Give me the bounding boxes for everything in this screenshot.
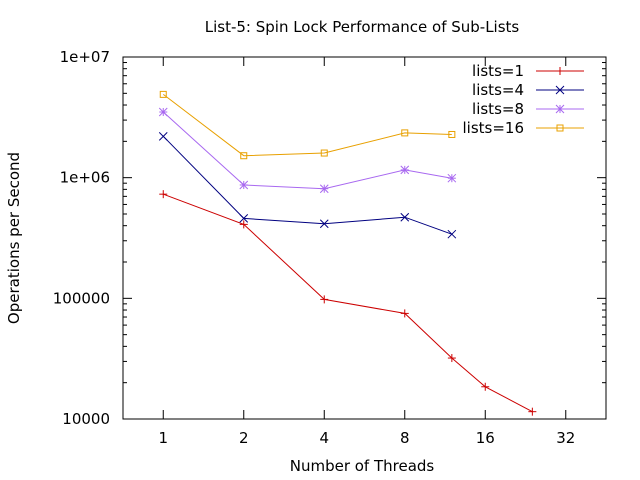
data-point: [400, 212, 410, 222]
y-tick-label: 1e+07: [60, 48, 110, 66]
data-point: [447, 354, 456, 363]
legend-label: lists=16: [462, 119, 524, 137]
data-point: [400, 165, 410, 175]
data-point: [319, 219, 329, 229]
y-tick-label: 1e+06: [60, 169, 110, 187]
data-point: [401, 129, 409, 137]
data-point: [240, 152, 248, 160]
series-lists-16: [159, 90, 456, 160]
data-point: [481, 382, 490, 391]
x-tick-label: 4: [319, 429, 329, 447]
data-point: [400, 309, 409, 318]
data-point: [555, 85, 565, 95]
data-point: [447, 229, 457, 239]
data-point: [556, 124, 564, 132]
series-lists-8: [158, 107, 457, 194]
x-tick-label: 1: [158, 429, 168, 447]
series-line: [163, 193, 533, 413]
data-point: [239, 180, 249, 190]
x-tick-label: 2: [239, 429, 249, 447]
data-point: [320, 149, 328, 157]
series-layer: [158, 90, 537, 416]
x-axis: 1 2 4 8 16 32: [158, 57, 575, 447]
data-point: [555, 104, 565, 114]
x-tick-label: 8: [400, 429, 410, 447]
x-tick-label: 16: [476, 429, 495, 447]
data-point: [159, 190, 168, 199]
data-point: [448, 130, 456, 138]
data-point: [158, 131, 168, 141]
data-point: [239, 214, 249, 223]
y-tick-label: 100000: [53, 289, 110, 307]
legend-label: lists=1: [472, 62, 524, 80]
series-line: [162, 94, 452, 157]
x-tick-label: 32: [556, 429, 575, 447]
data-point: [556, 67, 564, 75]
legend-label: lists=4: [472, 81, 524, 99]
data-point: [239, 220, 248, 229]
series-lists-4: [158, 131, 457, 239]
y-axis-label: Operations per Second: [5, 152, 23, 324]
chart-title: List-5: Spin Lock Performance of Sub-Lis…: [205, 18, 520, 36]
y-tick-label: 10000: [62, 410, 110, 428]
data-point: [528, 407, 537, 416]
series-lists-1: [159, 190, 537, 416]
plot-frame: [122, 56, 607, 420]
data-point: [159, 90, 167, 98]
data-point: [320, 295, 329, 304]
data-point: [447, 173, 457, 183]
data-point: [319, 184, 329, 194]
x-axis-label: Number of Threads: [290, 457, 435, 475]
series-line: [162, 111, 452, 190]
data-point: [158, 107, 168, 117]
legend-label: lists=8: [472, 100, 524, 118]
y-axis: 10000 100000 1e+06 1e+07: [53, 48, 606, 428]
